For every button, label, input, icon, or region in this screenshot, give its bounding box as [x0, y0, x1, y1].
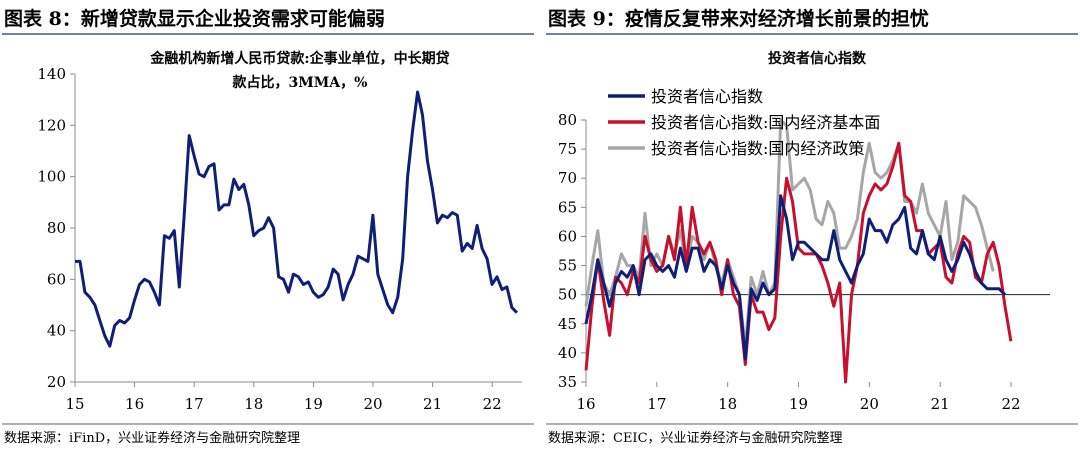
- legend-label-3: 投资者信心指数:国内经济政策: [651, 139, 864, 158]
- left-x-tick-label: 22: [483, 395, 502, 413]
- left-x-tick-label: 16: [125, 395, 144, 413]
- left-chart-title-line2: 款占比，3MMA，%: [233, 74, 368, 91]
- right-y-tick-label: 70: [558, 169, 577, 187]
- right-y-tick-label: 65: [558, 198, 577, 216]
- right-x-tick-label: 20: [860, 395, 879, 413]
- left-series-line-1: [75, 90, 518, 348]
- right-y-tick-label: 80: [558, 111, 577, 129]
- right-x-tick-label: 19: [789, 395, 808, 413]
- right-y-tick-label: 55: [558, 257, 577, 275]
- left-x-tick-label: 21: [423, 395, 442, 413]
- right-y-tick-label: 35: [558, 373, 577, 391]
- left-x-tick-label: 15: [65, 395, 84, 413]
- right-source: 数据来源：CEIC，兴业证券经济与金融研究院整理: [548, 430, 843, 446]
- left-y-tick-label: 140: [37, 65, 66, 83]
- left-x-tick-label: 18: [244, 395, 263, 413]
- left-y-tick-label: 60: [47, 270, 66, 288]
- right-chart-title: 投资者信心指数: [768, 50, 867, 67]
- right-x-tick-label: 22: [1001, 395, 1020, 413]
- left-y-tick-label: 80: [47, 219, 66, 237]
- right-y-tick-label: 75: [558, 140, 577, 158]
- right-y-tick-label: 50: [558, 286, 577, 304]
- left-y-tick-label: 40: [47, 322, 66, 340]
- legend-label-2: 投资者信心指数:国内经济基本面: [651, 113, 880, 132]
- right-x-tick-label: 17: [647, 395, 666, 413]
- left-x-tick-label: 19: [304, 395, 323, 413]
- right-x-tick-label: 18: [718, 395, 737, 413]
- left-x-tick-label: 17: [185, 395, 204, 413]
- left-chart: 金融机构新增人民币贷款:企事业单位，中长期贷 款占比，3MMA，% 20 40 60…: [37, 50, 522, 413]
- left-y-tick-label: 120: [37, 116, 66, 134]
- left-heading: 图表 8：新增贷款显示企业投资需求可能偏弱: [4, 7, 385, 30]
- right-y-tick-label: 60: [558, 227, 577, 245]
- right-chart: 投资者信心指数 35 40 45 50 55 60 65 70 75 80 16 17 18 19 20 2…: [558, 50, 1050, 413]
- left-source: 数据来源：iFinD，兴业证券经济与金融研究院整理: [4, 430, 300, 446]
- left-x-tick-label: 20: [363, 395, 382, 413]
- right-y-tick-label: 40: [558, 344, 577, 362]
- left-y-tick-label: 100: [37, 168, 66, 186]
- right-x-tick-label: 21: [931, 395, 950, 413]
- legend-label-1: 投资者信心指数: [651, 87, 763, 106]
- right-heading: 图表 9：疫情反复带来对经济增长前景的担忧: [548, 7, 929, 30]
- right-x-tick-label: 16: [576, 395, 595, 413]
- left-chart-title-line1: 金融机构新增人民币贷款:企事业单位，中长期贷: [149, 50, 449, 67]
- right-series-line-1: [584, 194, 1007, 361]
- left-y-tick-label: 20: [47, 373, 66, 391]
- right-y-tick-label: 45: [558, 315, 577, 333]
